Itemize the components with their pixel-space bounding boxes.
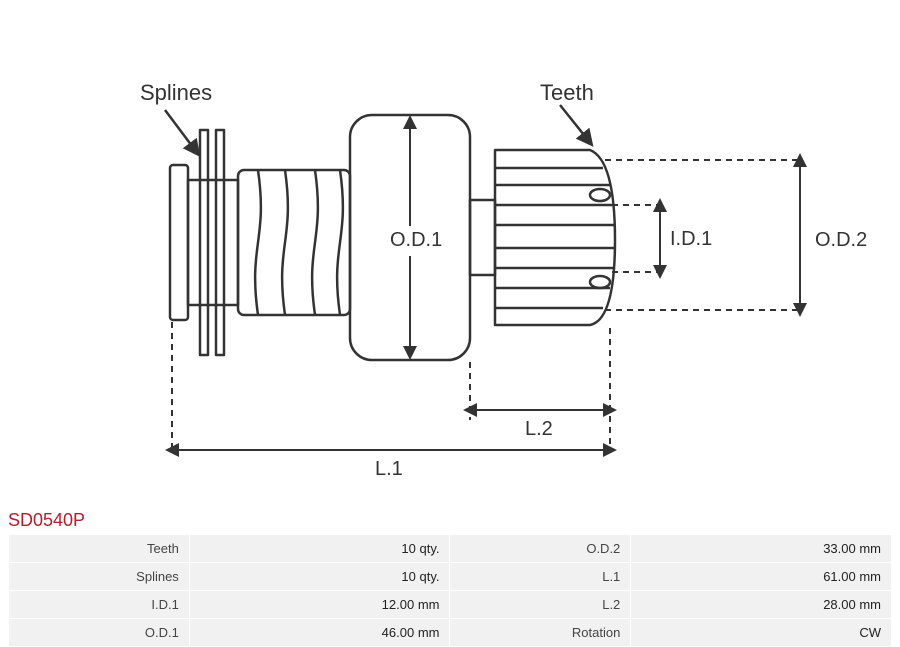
label-l2: L.2 xyxy=(525,418,553,440)
technical-diagram: Splines Teeth xyxy=(0,10,900,500)
arrow-splines xyxy=(165,110,195,150)
table-row: Splines 10 qty. L.1 61.00 mm xyxy=(9,563,891,590)
spec-value: 10 qty. xyxy=(190,535,450,562)
spec-label: I.D.1 xyxy=(9,591,189,618)
spec-value: 12.00 mm xyxy=(190,591,450,618)
label-l1: L.1 xyxy=(375,458,403,480)
spec-value: CW xyxy=(631,619,891,646)
spec-label: L.2 xyxy=(450,591,630,618)
spec-label: L.1 xyxy=(450,563,630,590)
label-teeth: Teeth xyxy=(540,80,594,105)
spec-label: O.D.1 xyxy=(9,619,189,646)
spec-value: 61.00 mm xyxy=(631,563,891,590)
label-od2: O.D.2 xyxy=(815,229,867,251)
spec-value: 28.00 mm xyxy=(631,591,891,618)
spec-label: Rotation xyxy=(450,619,630,646)
spec-value: 33.00 mm xyxy=(631,535,891,562)
diagram-svg: Splines Teeth xyxy=(0,10,900,500)
label-od1: O.D.1 xyxy=(390,229,442,251)
spec-label: Splines xyxy=(9,563,189,590)
spec-value: 46.00 mm xyxy=(190,619,450,646)
table-row: Teeth 10 qty. O.D.2 33.00 mm xyxy=(9,535,891,562)
table-row: O.D.1 46.00 mm Rotation CW xyxy=(9,619,891,646)
spec-label: O.D.2 xyxy=(450,535,630,562)
spec-label: Teeth xyxy=(9,535,189,562)
spec-table: Teeth 10 qty. O.D.2 33.00 mm Splines 10 … xyxy=(8,534,892,647)
spec-table-body: Teeth 10 qty. O.D.2 33.00 mm Splines 10 … xyxy=(9,535,891,646)
label-splines: Splines xyxy=(140,80,212,105)
part-code: SD0540P xyxy=(8,510,85,531)
table-row: I.D.1 12.00 mm L.2 28.00 mm xyxy=(9,591,891,618)
arrow-teeth xyxy=(560,105,588,140)
spec-value: 10 qty. xyxy=(190,563,450,590)
label-id1: I.D.1 xyxy=(670,228,712,250)
